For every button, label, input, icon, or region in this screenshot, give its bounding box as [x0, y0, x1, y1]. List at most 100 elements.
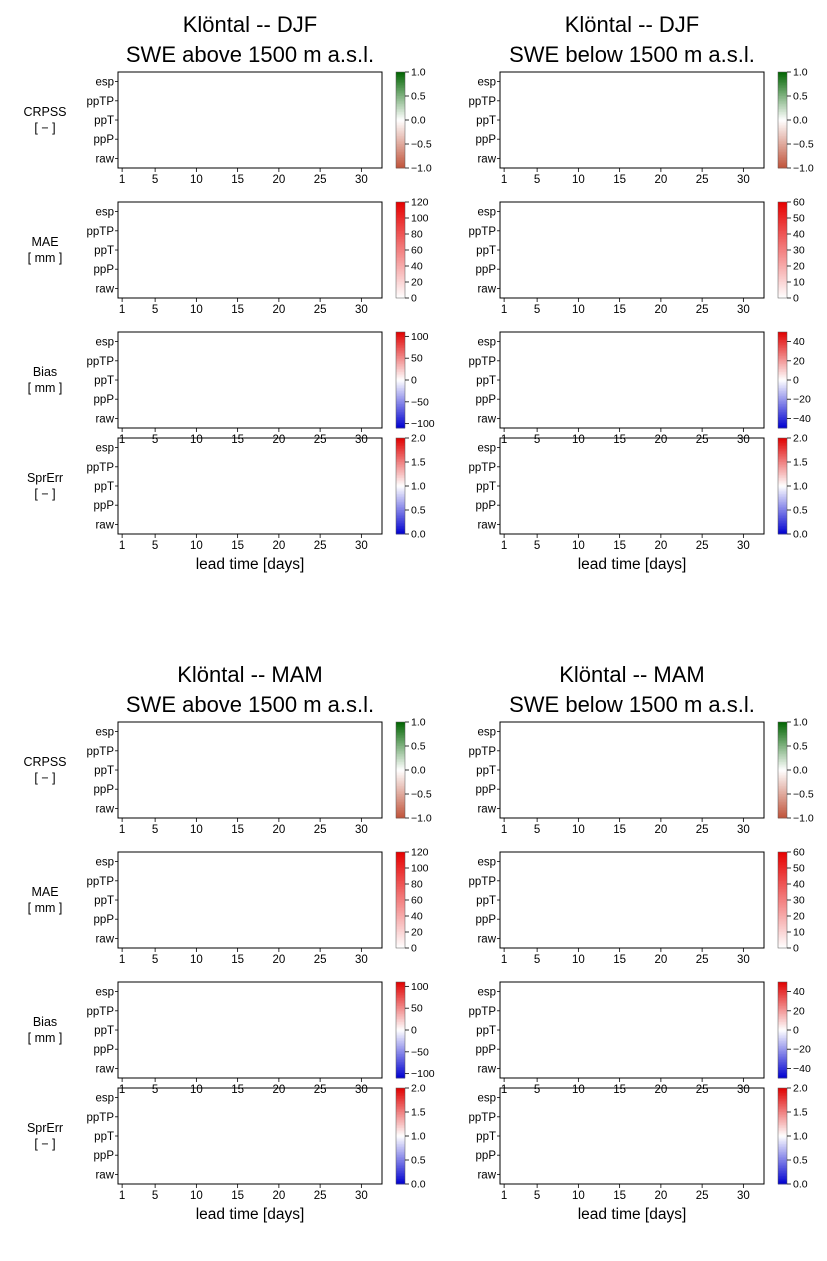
colorbar-segment	[778, 78, 787, 81]
colorbar-segment	[778, 206, 787, 209]
colorbar-segment	[778, 816, 787, 819]
colorbar-segment	[396, 439, 405, 442]
colorbar-segment	[778, 1063, 787, 1066]
x-tick-label: 25	[696, 304, 709, 316]
colorbar-segment	[396, 1094, 405, 1097]
colorbar-segment	[778, 798, 787, 801]
colorbar-segment	[778, 766, 787, 769]
colorbar-segment	[396, 927, 405, 930]
colorbar-segment	[778, 749, 787, 752]
colorbar-segment	[778, 892, 787, 894]
heatmap-frame	[117, 201, 383, 299]
x-tick-label: 30	[737, 1084, 750, 1096]
colorbar-segment	[396, 121, 405, 124]
colorbar-segment	[778, 351, 787, 354]
colorbar-segment	[396, 449, 405, 452]
colorbar-segment	[778, 1134, 787, 1137]
colorbar-segment	[396, 140, 405, 143]
metric-label: MAE	[31, 235, 58, 249]
colorbar-segment	[396, 88, 405, 90]
colorbar-segment	[778, 502, 787, 504]
colorbar-segment	[396, 404, 405, 406]
colorbar-tick-label: 80	[411, 879, 423, 891]
colorbar-segment	[396, 773, 405, 776]
colorbar-segment	[778, 856, 787, 859]
colorbar-segment	[396, 142, 405, 145]
colorbar-segment	[396, 112, 405, 114]
colorbar-segment	[778, 787, 787, 790]
colorbar-tick-label: −0.5	[411, 789, 432, 801]
colorbar-segment	[396, 1104, 405, 1106]
colorbar-segment	[396, 890, 405, 893]
colorbar-segment	[778, 728, 787, 731]
x-tick-label: 5	[152, 954, 158, 966]
x-tick-label: 1	[119, 434, 125, 446]
colorbar-segment	[396, 364, 405, 366]
colorbar-segment	[778, 765, 787, 768]
colorbar-tick-label: 1.0	[411, 1131, 426, 1143]
colorbar-segment	[396, 283, 405, 286]
x-tick-label: 20	[272, 174, 285, 186]
x-tick-label: 5	[534, 824, 540, 836]
colorbar-segment	[778, 1121, 787, 1124]
row-label: raw	[95, 153, 114, 165]
colorbar-tick-label: 40	[793, 336, 805, 348]
colorbar-segment	[778, 1088, 787, 1090]
colorbar-segment	[396, 1155, 405, 1158]
colorbar-segment	[396, 779, 405, 782]
metric-label: Bias	[33, 1015, 57, 1029]
colorbar-segment	[778, 991, 787, 994]
colorbar-tick-label: 50	[411, 353, 423, 365]
colorbar-segment	[778, 144, 787, 146]
x-tick-label: 10	[572, 1084, 585, 1096]
x-tick-label: 10	[572, 434, 585, 446]
colorbar-segment	[778, 286, 787, 289]
colorbar-segment	[778, 375, 787, 378]
row-label: ppTP	[469, 462, 497, 474]
colorbar-segment	[396, 1118, 405, 1121]
colorbar-segment	[778, 532, 787, 535]
colorbar-tick-label: −1.0	[793, 163, 814, 175]
colorbar-segment	[778, 994, 787, 997]
colorbar-tick-label: 40	[793, 879, 805, 891]
colorbar-segment	[778, 1161, 787, 1164]
colorbar-segment	[778, 105, 787, 108]
colorbar-segment	[396, 725, 405, 728]
row-label: ppTP	[469, 226, 497, 238]
colorbar-segment	[778, 940, 787, 942]
colorbar-segment	[396, 1052, 405, 1055]
colorbar-segment	[778, 1123, 787, 1126]
colorbar-segment	[778, 142, 787, 145]
row-label: ppTP	[469, 746, 497, 758]
colorbar-segment	[396, 253, 405, 256]
colorbar-segment	[396, 1063, 405, 1066]
colorbar-segment	[396, 811, 405, 814]
colorbar-segment	[778, 863, 787, 866]
row-label: esp	[95, 207, 114, 219]
row-label: ppP	[94, 784, 115, 796]
colorbar-segment	[396, 1169, 405, 1172]
colorbar-segment	[396, 814, 405, 817]
colorbar-segment	[778, 1071, 787, 1074]
colorbar-segment	[778, 925, 787, 928]
colorbar-segment	[778, 861, 787, 864]
colorbar-segment	[778, 506, 787, 509]
colorbar-tick-label: −1.0	[411, 163, 432, 175]
colorbar-segment	[396, 503, 405, 506]
colorbar-segment	[778, 153, 787, 156]
colorbar-segment	[396, 1074, 405, 1077]
colorbar-segment	[778, 131, 787, 134]
colorbar-segment	[778, 757, 787, 760]
colorbar-segment	[778, 1050, 787, 1053]
colorbar-segment	[778, 814, 787, 817]
colorbar-segment	[396, 357, 405, 360]
colorbar-tick-label: 20	[793, 911, 805, 923]
colorbar-segment	[778, 996, 787, 999]
colorbar-segment	[778, 454, 787, 456]
colorbar-segment	[396, 153, 405, 156]
colorbar-segment	[778, 418, 787, 421]
colorbar-segment	[778, 1115, 787, 1118]
colorbar-segment	[778, 518, 787, 520]
